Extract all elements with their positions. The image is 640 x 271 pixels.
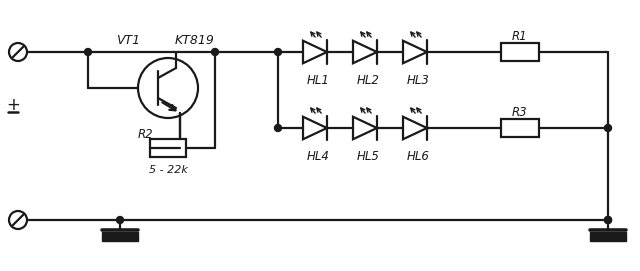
Text: HL6: HL6	[406, 150, 429, 163]
Text: HL4: HL4	[307, 150, 330, 163]
Text: HL2: HL2	[356, 73, 380, 86]
Text: HL3: HL3	[406, 73, 429, 86]
Bar	[501, 119, 539, 137]
Bar	[590, 232, 626, 241]
Text: 5 - 22k: 5 - 22k	[148, 165, 188, 175]
Text: KT819: KT819	[175, 34, 215, 47]
Circle shape	[275, 124, 282, 131]
Text: VT1: VT1	[116, 34, 140, 47]
Text: HL5: HL5	[356, 150, 380, 163]
Bar	[102, 232, 138, 241]
Circle shape	[116, 217, 124, 224]
Text: +: +	[6, 96, 20, 114]
Circle shape	[605, 124, 611, 131]
Text: R1: R1	[512, 30, 528, 43]
Text: R2: R2	[138, 127, 154, 140]
Circle shape	[275, 49, 282, 56]
Text: HL1: HL1	[307, 73, 330, 86]
Circle shape	[211, 49, 218, 56]
Circle shape	[84, 49, 92, 56]
Text: R3: R3	[512, 105, 528, 118]
Circle shape	[605, 217, 611, 224]
Bar	[501, 43, 539, 61]
Circle shape	[605, 217, 611, 224]
Bar	[150, 139, 186, 157]
